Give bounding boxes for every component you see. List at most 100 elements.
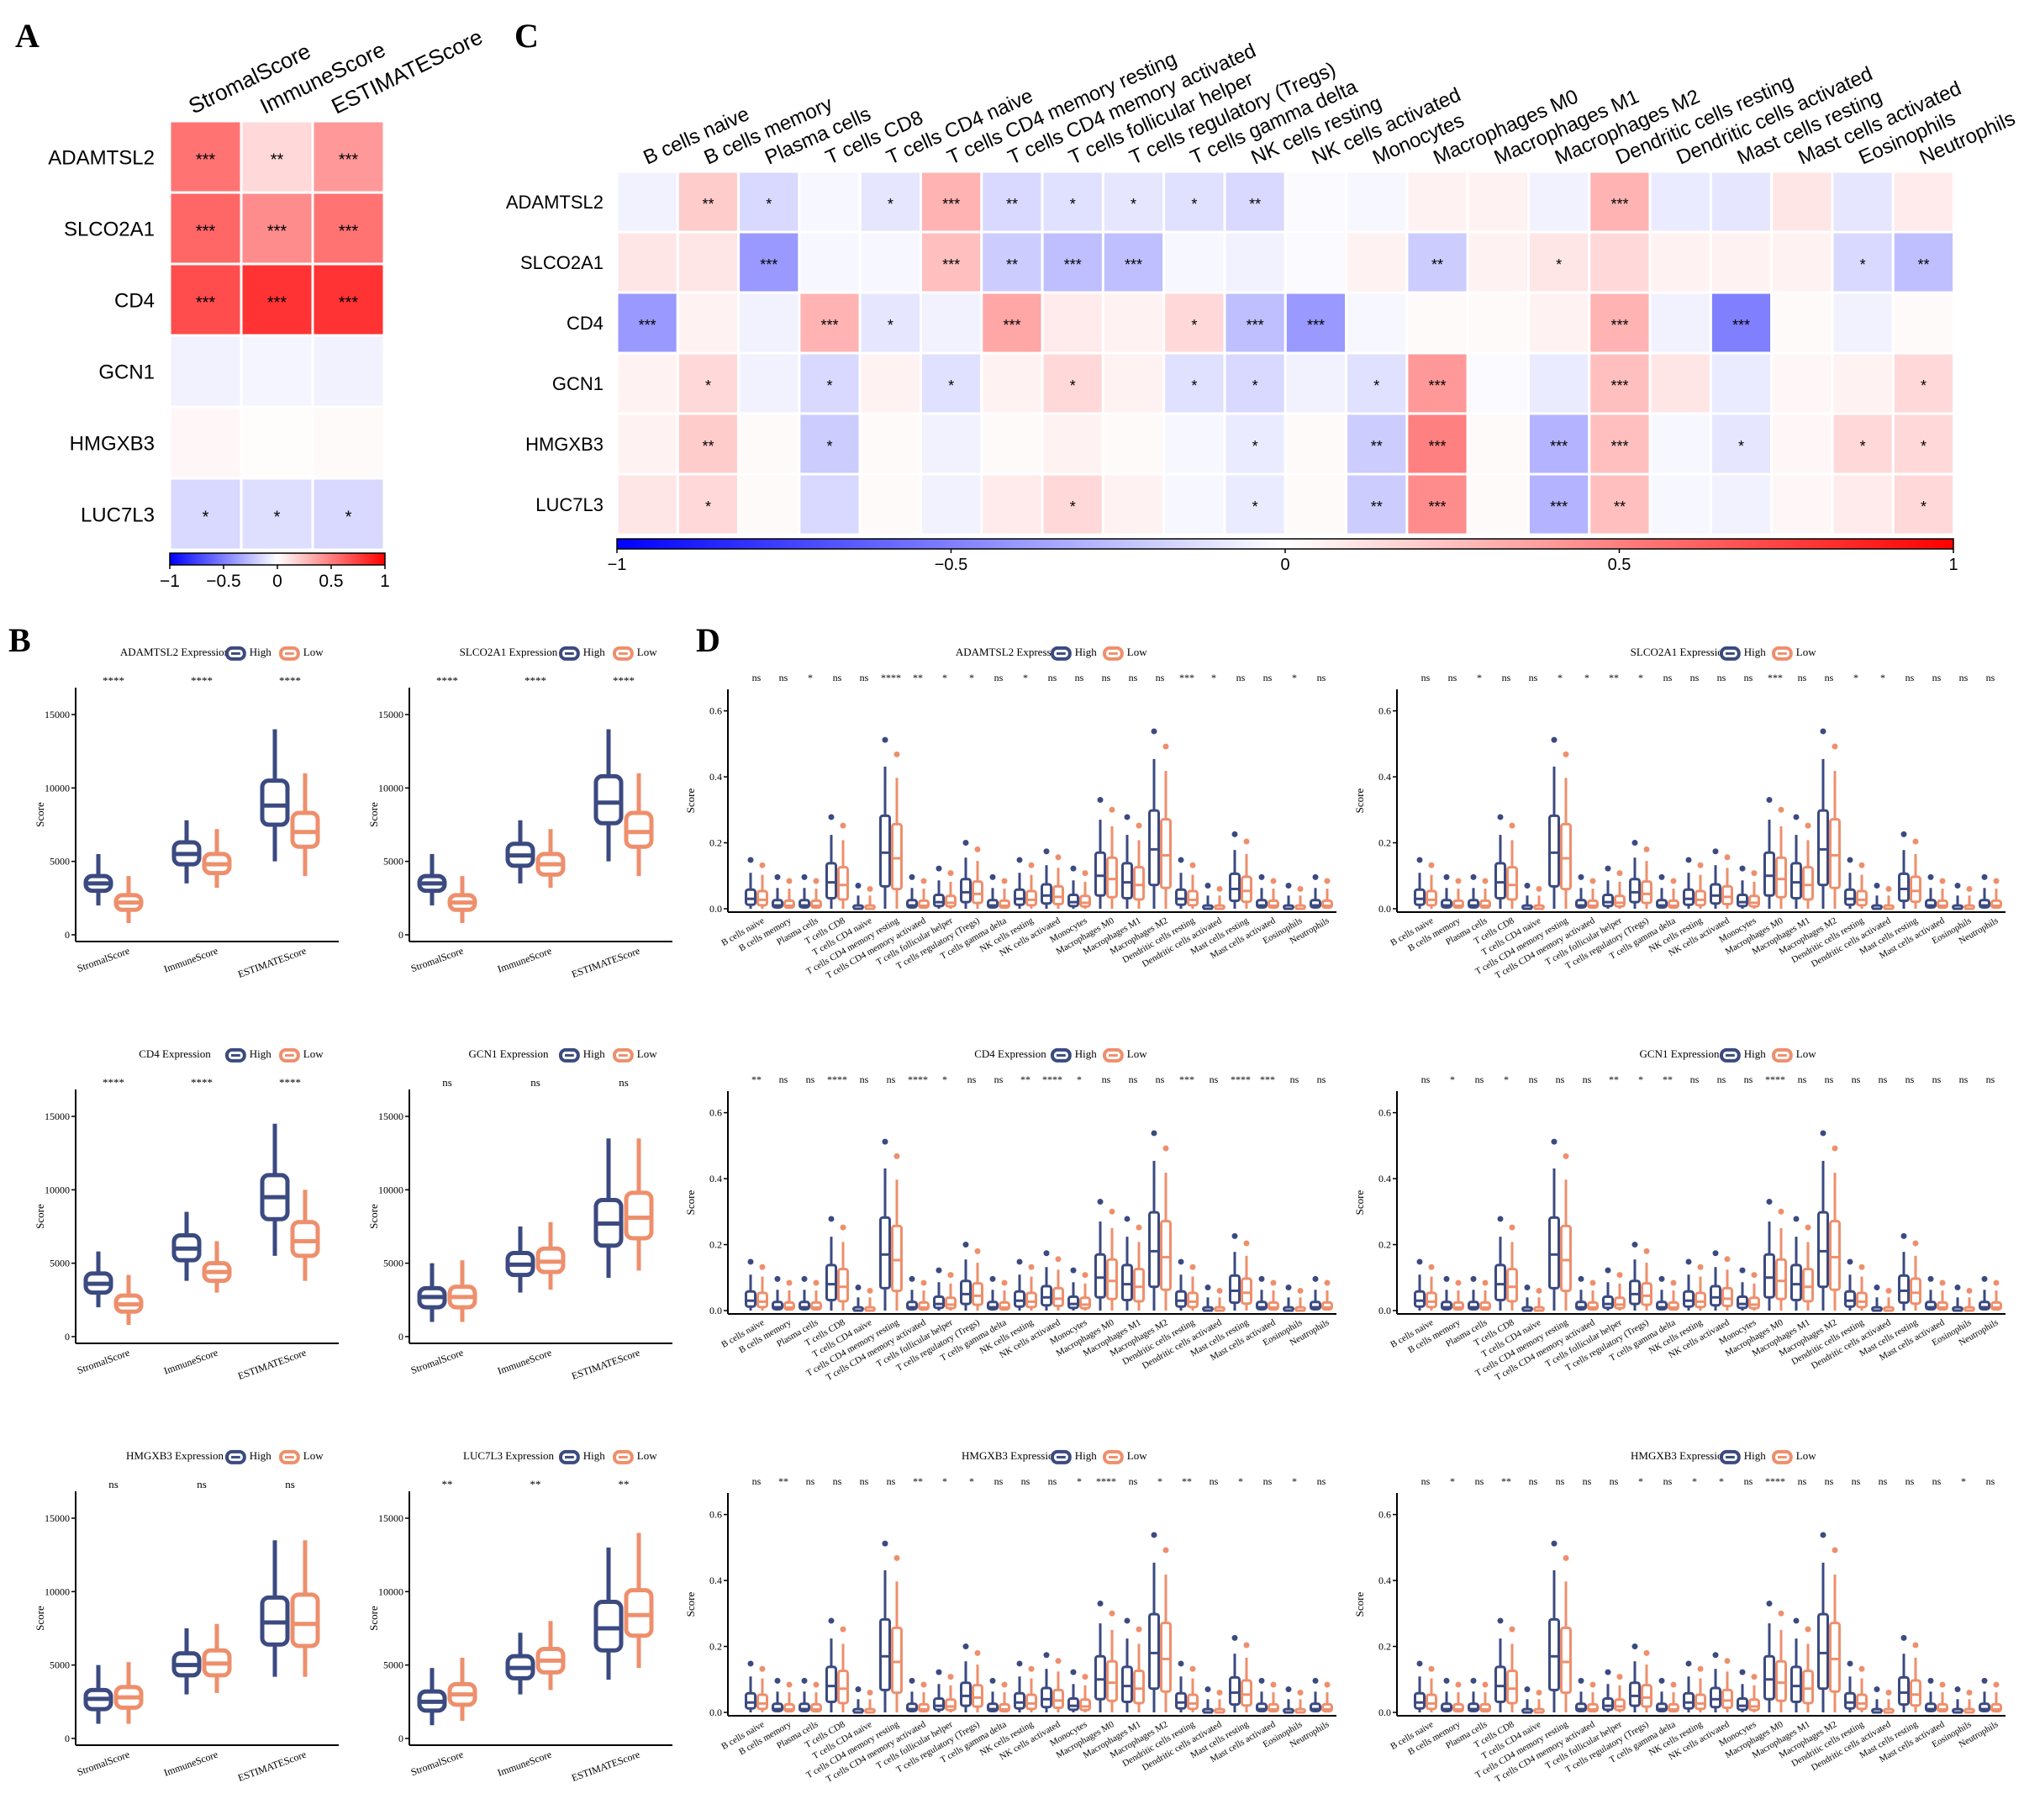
outlier-point	[1162, 1547, 1169, 1554]
outlier-point	[1900, 831, 1907, 837]
heat-cell	[1223, 412, 1287, 476]
outlier-point	[893, 1153, 900, 1159]
boxplot-hmgxb3-expression: HMGXB3 Expression High Low Score 0.0 0.2 0.4 0.…	[1353, 1449, 2006, 1785]
outlier-point	[1124, 1617, 1131, 1624]
outlier-point	[962, 840, 969, 847]
box	[1602, 1697, 1614, 1712]
significance-star: *	[1738, 438, 1744, 455]
significance-label: ****	[1231, 1074, 1251, 1085]
legend-label: Low	[637, 1047, 657, 1060]
boxplot-hmgxb3-expression: HMGXB3 Expression High Low Score 0.0 0.2 0.4 0.…	[684, 1449, 1336, 1785]
outlier-point	[1497, 814, 1504, 820]
box	[1041, 1686, 1052, 1709]
significance-label: ns	[1905, 1475, 1915, 1487]
box	[1614, 1296, 1626, 1310]
outlier-point	[1874, 1686, 1880, 1693]
outlier-point	[1858, 862, 1865, 868]
outlier-point	[1001, 1681, 1008, 1688]
subplot-title: GCN1 Expression	[1640, 1047, 1720, 1060]
outlier-point	[947, 1272, 954, 1279]
box	[1817, 1612, 1829, 1691]
outlier-point	[1016, 1660, 1023, 1667]
heat-cell	[1345, 291, 1409, 355]
y-tick-label: 0.2	[709, 1641, 722, 1653]
significance-label: ns	[1529, 672, 1538, 683]
y-tick-label: 10000	[378, 1184, 403, 1195]
outlier-point	[1551, 736, 1558, 743]
colorbar-tick-label: 0	[272, 572, 282, 591]
box	[1414, 888, 1426, 906]
colorbar	[169, 552, 386, 566]
legend-label: High	[1075, 1449, 1098, 1462]
box	[879, 814, 891, 888]
outlier-point	[1605, 865, 1611, 872]
significance-label: ns	[860, 1475, 869, 1487]
heat-cell	[1831, 351, 1895, 415]
heat-cell	[1041, 291, 1104, 355]
boxplot-cd4-expression: CD4 Expression High LowScore0.00.20.40.6**…	[684, 1047, 1336, 1383]
outlier-point	[1082, 1272, 1088, 1279]
y-tick-label: 5000	[50, 1258, 70, 1269]
significance-label: ns	[1156, 1074, 1165, 1085]
box	[1067, 1295, 1079, 1310]
significance-label: ****	[613, 674, 635, 687]
box	[1106, 1258, 1118, 1300]
row-label-slco2a1: SLCO2A1	[520, 252, 604, 273]
subplot-title: HMGXB3 Expression	[1631, 1449, 1728, 1462]
y-tick-label: 0	[65, 929, 70, 941]
box	[1748, 1698, 1760, 1712]
significance-label: ***	[1179, 672, 1194, 683]
significance-label: ns	[1263, 672, 1273, 683]
heat-cell	[1466, 291, 1530, 355]
heat-cell	[1588, 472, 1652, 536]
significance-label: *	[1880, 672, 1885, 683]
y-tick-label: 5000	[383, 856, 403, 868]
heat-cell	[980, 351, 1044, 415]
box	[1629, 878, 1641, 904]
legend-label: High	[1075, 1047, 1098, 1060]
box	[837, 1670, 849, 1705]
outlier-point	[1616, 870, 1623, 877]
significance-label: ns	[860, 1074, 869, 1085]
legend-label: Low	[1796, 646, 1816, 658]
box	[1898, 1675, 1910, 1707]
outlier-point	[1455, 878, 1462, 884]
significance-star: *	[274, 509, 281, 527]
heat-cell	[1770, 170, 1834, 234]
outlier-point	[1658, 1677, 1665, 1684]
significance-label: *	[1450, 1074, 1455, 1085]
outlier-point	[840, 1626, 846, 1633]
heat-cell	[858, 230, 923, 294]
significance-label: **	[751, 1074, 762, 1085]
outlier-point	[1028, 1263, 1035, 1270]
y-axis-title: Score	[34, 1606, 46, 1631]
outlier-point	[1151, 1532, 1157, 1538]
significance-star: ***	[1732, 317, 1750, 334]
box	[1041, 1285, 1052, 1307]
box	[745, 1691, 756, 1710]
outlier-point	[1216, 1287, 1223, 1294]
significance-label: *	[1638, 1074, 1643, 1085]
heat-cell	[737, 351, 801, 415]
box	[1067, 1697, 1079, 1712]
y-tick-label: 0.0	[1378, 1707, 1391, 1718]
heat-cell	[1223, 472, 1287, 536]
outlier-point	[1416, 1660, 1423, 1667]
significance-label: **	[1501, 1475, 1511, 1487]
outlier-point	[1109, 806, 1115, 813]
heat-cell	[1648, 472, 1712, 536]
boxplots-b: ADAMTSL2 Expression High Low Score 0 5000 1000…	[34, 646, 672, 1784]
outlier-point	[1631, 1643, 1638, 1650]
outlier-point	[1631, 840, 1638, 847]
significance-star: *	[827, 438, 833, 455]
x-tick-label: ESTIMATEScore	[236, 1347, 308, 1382]
outlier-point	[1297, 1287, 1304, 1294]
box	[933, 1295, 945, 1310]
outlier-point	[1231, 1232, 1238, 1239]
outlier-point	[1589, 1279, 1596, 1286]
box	[593, 1600, 624, 1653]
outlier-point	[1939, 878, 1946, 884]
outlier-point	[1820, 1532, 1826, 1538]
significance-label: ns	[1475, 1475, 1484, 1487]
box	[1148, 1612, 1160, 1691]
